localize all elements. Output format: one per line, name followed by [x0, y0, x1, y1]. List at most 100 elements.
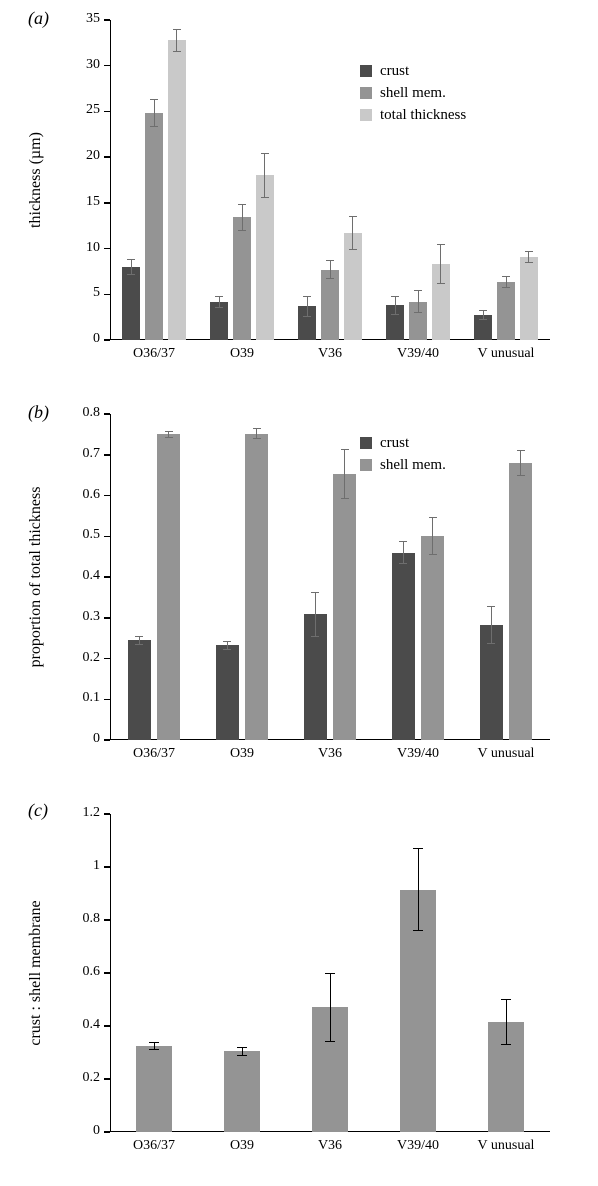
bar [216, 645, 239, 740]
y-tick-mark [104, 658, 110, 660]
error-cap [479, 310, 487, 311]
error-cap [215, 307, 223, 308]
error-cap [349, 216, 357, 217]
error-cap [437, 244, 445, 245]
x-tick-label: V39/40 [397, 746, 439, 762]
error-cap [414, 290, 422, 291]
bar [520, 257, 538, 340]
error-cap [429, 554, 437, 555]
x-tick-label: V unusual [478, 1138, 535, 1154]
bar [136, 1046, 171, 1132]
x-tick-label: V unusual [478, 346, 535, 362]
legend-item: shell mem. [360, 454, 446, 476]
y-tick-mark [104, 813, 110, 815]
legend-swatch [360, 437, 372, 449]
bar [168, 40, 186, 340]
y-tick-label: 25 [60, 102, 100, 118]
error-bar [432, 518, 433, 555]
legend-text: total thickness [380, 107, 466, 124]
error-bar [506, 1000, 507, 1045]
y-tick-mark [104, 1078, 110, 1080]
error-cap [253, 428, 261, 429]
error-cap [149, 1049, 159, 1050]
legend-item: shell mem. [360, 82, 466, 104]
y-tick-mark [104, 866, 110, 868]
x-tick-label: V36 [318, 346, 342, 362]
legend-a: crustshell mem.total thickness [360, 60, 466, 126]
error-cap [479, 319, 487, 320]
y-tick-mark [104, 294, 110, 296]
error-cap [326, 260, 334, 261]
error-cap [349, 249, 357, 250]
y-tick-mark [104, 739, 110, 741]
y-tick-mark [104, 919, 110, 921]
y-tick-label: 1 [60, 858, 100, 874]
error-cap [341, 449, 349, 450]
error-cap [150, 99, 158, 100]
error-cap [165, 431, 173, 432]
error-cap [261, 197, 269, 198]
error-cap [165, 437, 173, 438]
error-bar [403, 541, 404, 564]
error-cap [127, 259, 135, 260]
error-cap [437, 283, 445, 284]
error-cap [487, 643, 495, 644]
y-tick-label: 0 [60, 331, 100, 347]
error-bar [242, 205, 243, 231]
y-tick-label: 0.3 [60, 609, 100, 625]
error-cap [253, 438, 261, 439]
bar [122, 267, 140, 340]
bar [128, 640, 151, 740]
bar [321, 270, 339, 340]
error-bar [307, 296, 308, 316]
y-tick-mark [104, 1131, 110, 1133]
y-tick-mark [104, 111, 110, 113]
error-bar [264, 153, 265, 197]
legend-swatch [360, 87, 372, 99]
error-cap [414, 312, 422, 313]
error-cap [223, 641, 231, 642]
y-tick-mark [104, 536, 110, 538]
y-tick-mark [104, 495, 110, 497]
x-tick-label: V39/40 [397, 1138, 439, 1154]
y-tick-label: 0.1 [60, 690, 100, 706]
y-tick-label: 0.4 [60, 1017, 100, 1033]
legend-swatch [360, 65, 372, 77]
x-tick-label: O39 [230, 746, 254, 762]
error-cap [238, 230, 246, 231]
error-cap [237, 1047, 247, 1048]
error-bar [418, 291, 419, 313]
y-tick-mark [104, 339, 110, 341]
x-tick-label: V unusual [478, 746, 535, 762]
y-tick-mark [104, 202, 110, 204]
bar [224, 1051, 259, 1132]
legend-swatch [360, 459, 372, 471]
error-bar [440, 245, 441, 283]
error-cap [127, 274, 135, 275]
y-tick-label: 0 [60, 731, 100, 747]
error-cap [413, 848, 423, 849]
error-cap [517, 475, 525, 476]
error-cap [525, 262, 533, 263]
y-tick-label: 30 [60, 57, 100, 73]
error-cap [399, 563, 407, 564]
error-bar [219, 296, 220, 307]
y-axis-label-a: thickness (µm) [27, 132, 45, 228]
y-tick-label: 1.2 [60, 805, 100, 821]
y-tick-mark [104, 699, 110, 701]
error-cap [311, 592, 319, 593]
bar [157, 434, 180, 740]
error-cap [173, 51, 181, 52]
error-cap [303, 296, 311, 297]
error-cap [502, 287, 510, 288]
error-bar [176, 29, 177, 51]
y-tick-label: 0.6 [60, 964, 100, 980]
y-tick-mark [104, 617, 110, 619]
bar [245, 434, 268, 740]
error-cap [341, 498, 349, 499]
error-cap [399, 541, 407, 542]
legend-b: crustshell mem. [360, 432, 446, 476]
y-tick-label: 5 [60, 285, 100, 301]
bar [392, 553, 415, 740]
bar [233, 217, 251, 340]
